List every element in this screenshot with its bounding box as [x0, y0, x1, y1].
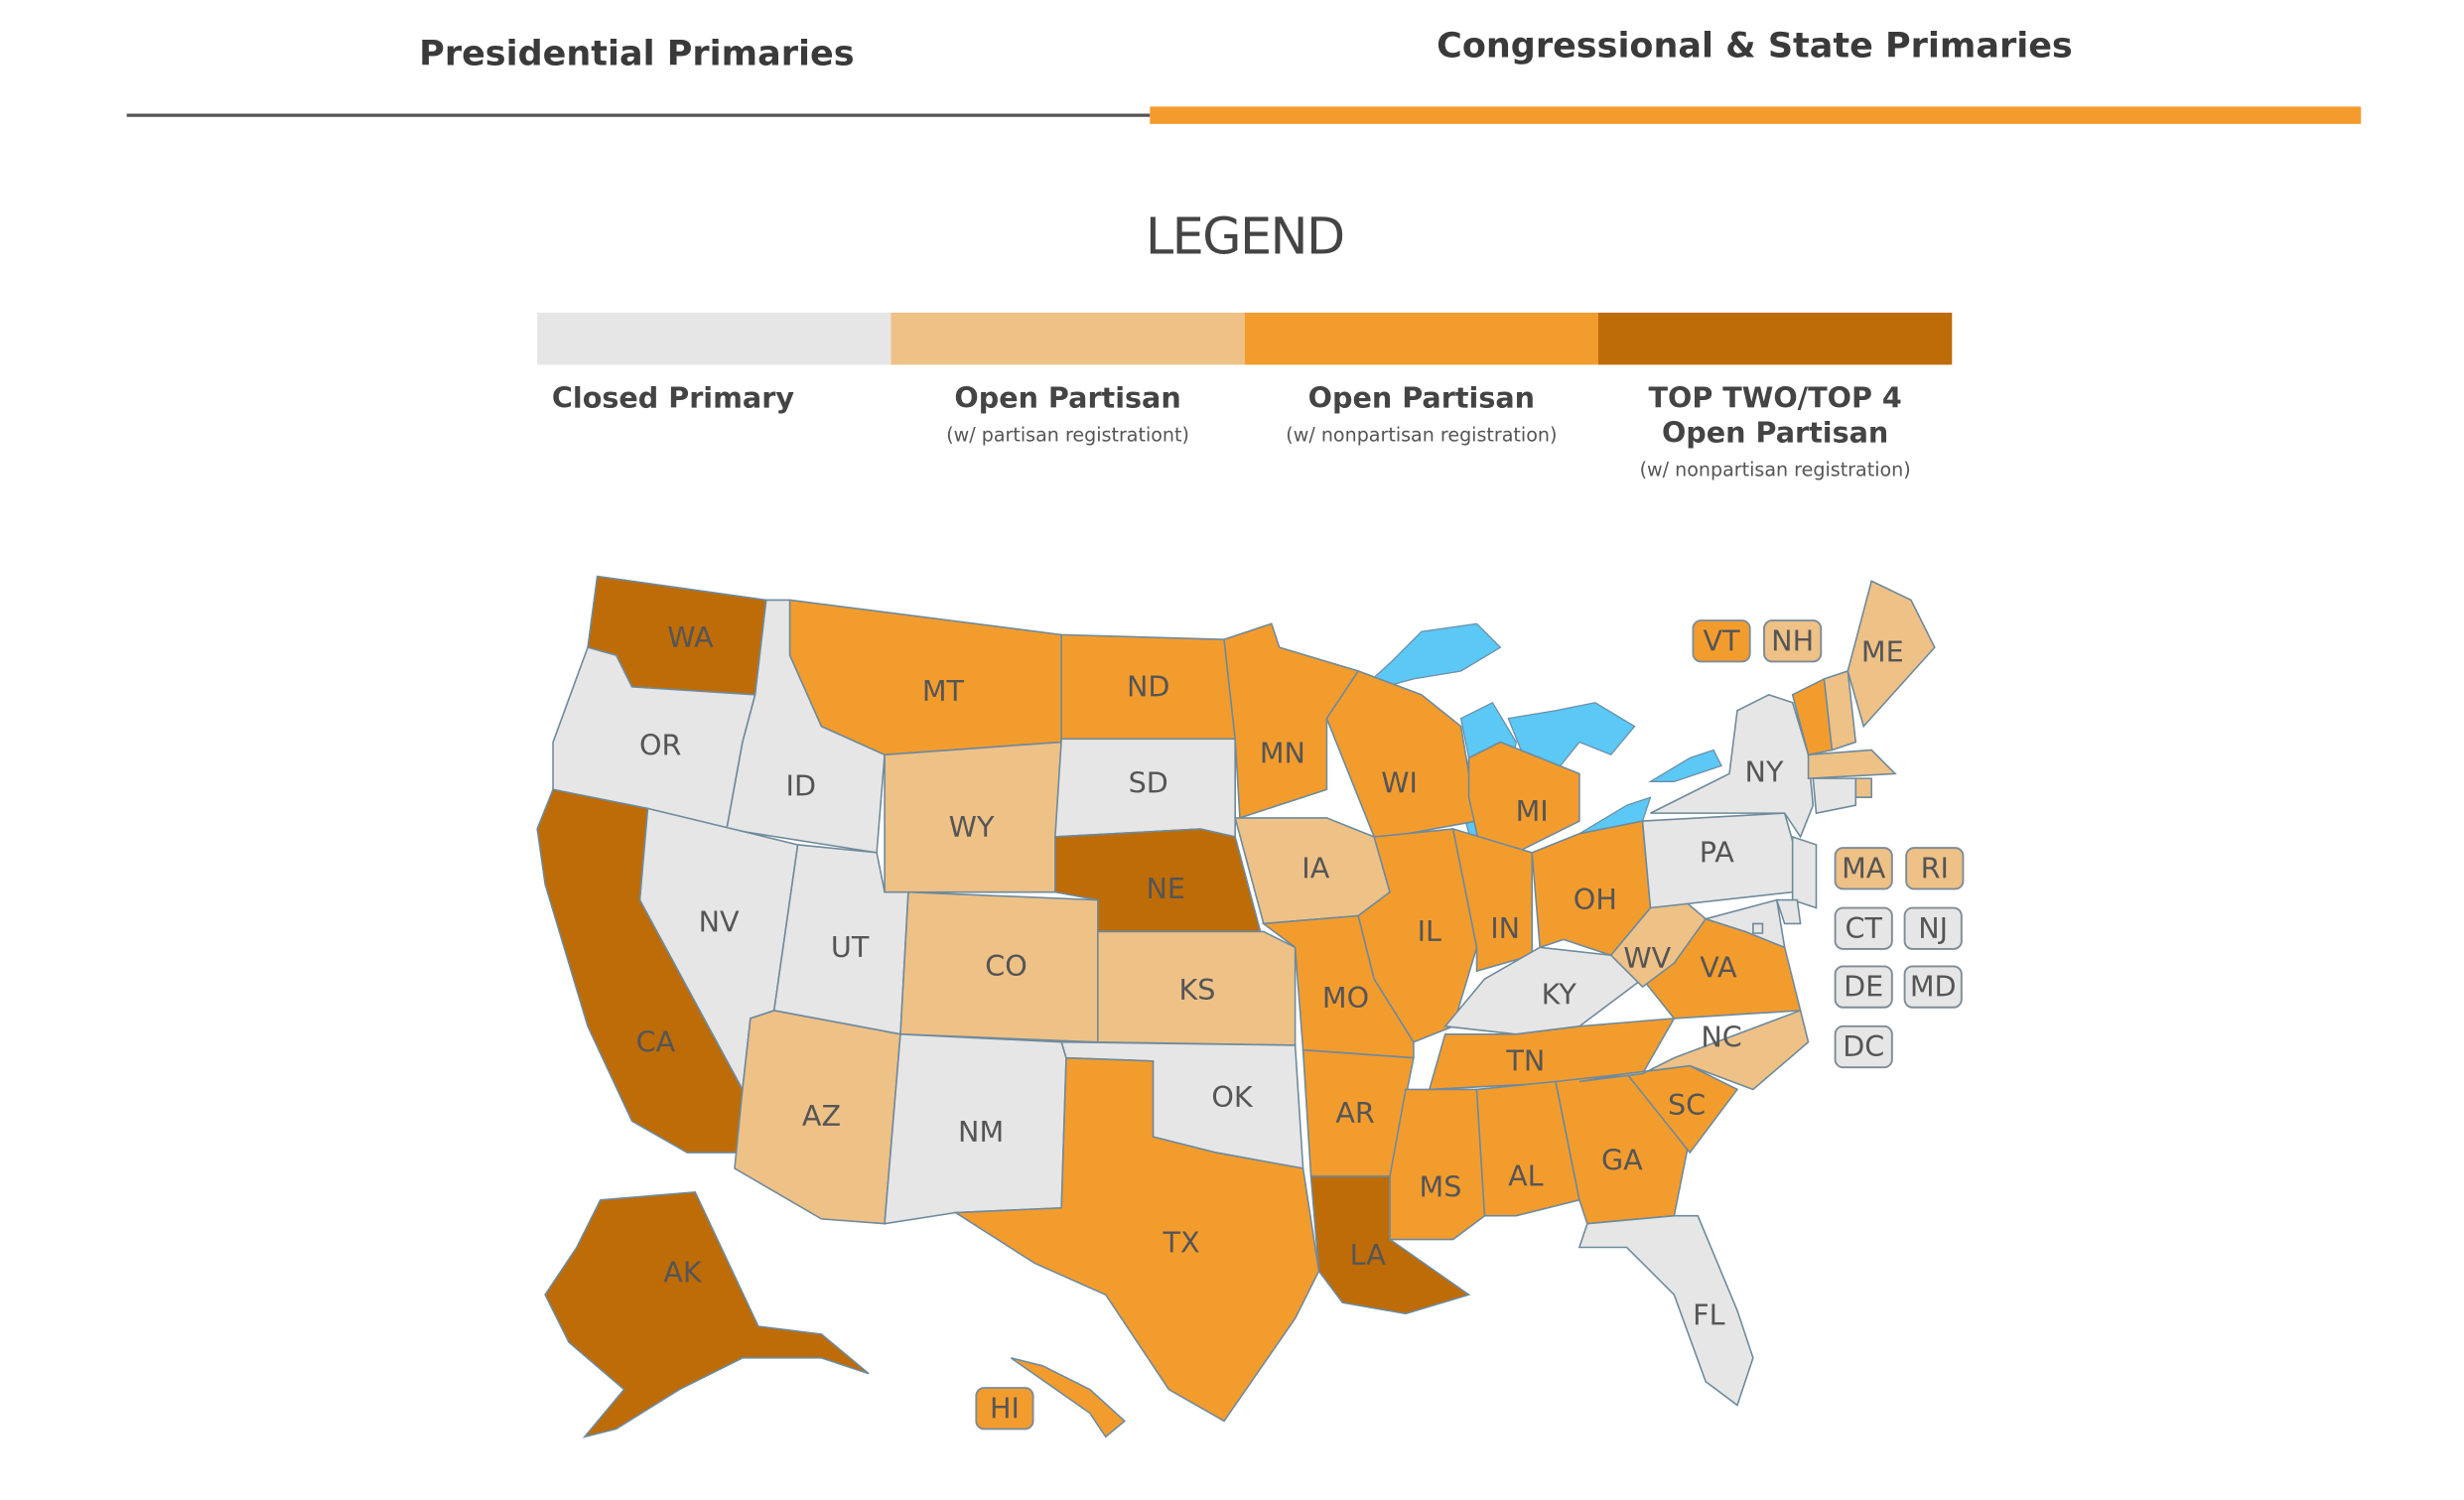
legend-label: Open Partisan	[1662, 415, 1888, 449]
state-label: NV	[699, 904, 740, 938]
state-label: VA	[1700, 951, 1737, 985]
state-label: WA	[667, 620, 714, 654]
state-label: SD	[1129, 765, 1168, 799]
state-label: NE	[1146, 872, 1184, 905]
tab-label[interactable]: Presidential Primaries	[419, 35, 854, 74]
state-label: TX	[1163, 1225, 1200, 1259]
state	[1389, 1088, 1486, 1241]
state	[1578, 1009, 1810, 1091]
state-label: MD	[1910, 970, 1957, 1004]
legend-label: TOP TWO/TOP 4	[1649, 380, 1902, 414]
state	[1847, 580, 1936, 729]
state-label: VT	[1704, 623, 1741, 657]
state-badge	[1834, 1024, 1893, 1069]
state-label: CO	[985, 949, 1027, 983]
state-label: DC	[1843, 1029, 1884, 1063]
state	[1854, 777, 1872, 799]
state	[1577, 1214, 1754, 1407]
state-badge	[1903, 906, 1963, 950]
state-label: ND	[1127, 669, 1169, 703]
state-badge	[1692, 619, 1751, 663]
state-label: NC	[1701, 1021, 1741, 1054]
state	[1812, 777, 1857, 815]
state-label: DE	[1844, 970, 1883, 1004]
state	[1791, 835, 1818, 909]
state-label: MI	[1516, 794, 1549, 828]
state-label: IN	[1490, 911, 1520, 945]
state	[1475, 1080, 1580, 1217]
state-label: HI	[990, 1391, 1020, 1425]
state-label: AL	[1508, 1159, 1544, 1193]
state	[1451, 827, 1533, 973]
state	[1823, 669, 1857, 751]
legend-sublabel: (w/ nonpartisan registration)	[1286, 424, 1557, 446]
state-label: CT	[1845, 911, 1882, 945]
state-badge	[1903, 965, 1963, 1009]
state-label: NH	[1771, 623, 1814, 657]
state-label: MT	[922, 674, 965, 708]
state-label: AK	[663, 1256, 703, 1290]
state-label: OK	[1211, 1080, 1254, 1114]
state-badge	[1763, 619, 1823, 663]
legend-sublabel: (w/ partisan registrationt)	[946, 424, 1189, 446]
state	[1807, 749, 1897, 779]
state-label: TN	[1505, 1043, 1545, 1077]
state-label: MN	[1260, 736, 1305, 769]
state	[544, 1191, 870, 1438]
legend-swatch	[890, 312, 1245, 365]
state-badge	[1834, 847, 1893, 890]
state-label: KY	[1542, 978, 1577, 1012]
state-label: UT	[831, 930, 870, 964]
state-label: ID	[786, 769, 816, 803]
state-label: AZ	[802, 1099, 841, 1133]
legend-label: Open Partisan	[1308, 380, 1535, 414]
state-label: SC	[1668, 1088, 1706, 1122]
state-label: FL	[1693, 1297, 1724, 1331]
state	[953, 1056, 1320, 1423]
state-label: MO	[1322, 981, 1369, 1015]
state	[1010, 1357, 1127, 1438]
state-label: RI	[1921, 851, 1949, 885]
state-label: IL	[1418, 914, 1441, 948]
legend-sublabel: (w/ nonpartisan registration)	[1640, 459, 1911, 480]
legend-label: Closed Primary	[552, 380, 794, 414]
legend-label: Open Partisan	[954, 380, 1180, 414]
state-label: AR	[1335, 1096, 1375, 1130]
state-label: ME	[1861, 634, 1904, 668]
state-label: NY	[1745, 754, 1784, 788]
state-label: MS	[1420, 1170, 1462, 1204]
state-label: OH	[1574, 883, 1617, 916]
state	[1752, 922, 1764, 934]
legend-swatch	[1598, 312, 1953, 365]
state-badge	[975, 1387, 1034, 1431]
state-label: OR	[639, 728, 682, 761]
state-label: NM	[958, 1115, 1004, 1149]
state-label: CA	[636, 1024, 676, 1058]
state-label: GA	[1601, 1144, 1643, 1177]
state-badge	[1834, 906, 1893, 950]
state-label: LA	[1350, 1238, 1387, 1272]
state	[884, 741, 1063, 893]
state-label: WY	[949, 810, 995, 844]
state-label: WV	[1623, 941, 1671, 975]
state	[1775, 898, 1802, 925]
state-label: KS	[1179, 973, 1216, 1007]
state-label: NJ	[1918, 911, 1948, 945]
legend-swatch	[537, 312, 891, 365]
state-badge	[1905, 847, 1965, 890]
state	[1097, 930, 1297, 1046]
state-badge	[1834, 965, 1893, 1009]
legend-title: LEGEND	[1146, 208, 1344, 267]
state	[1703, 898, 1786, 949]
tab-label[interactable]: Congressional & State Primaries	[1437, 27, 2073, 67]
legend-swatch	[1244, 312, 1599, 365]
state	[1467, 741, 1580, 870]
state	[1325, 670, 1478, 838]
state-label: IA	[1301, 851, 1329, 885]
state-label: MA	[1842, 851, 1886, 885]
state-label: PA	[1700, 835, 1734, 869]
state-label: WI	[1381, 765, 1418, 799]
